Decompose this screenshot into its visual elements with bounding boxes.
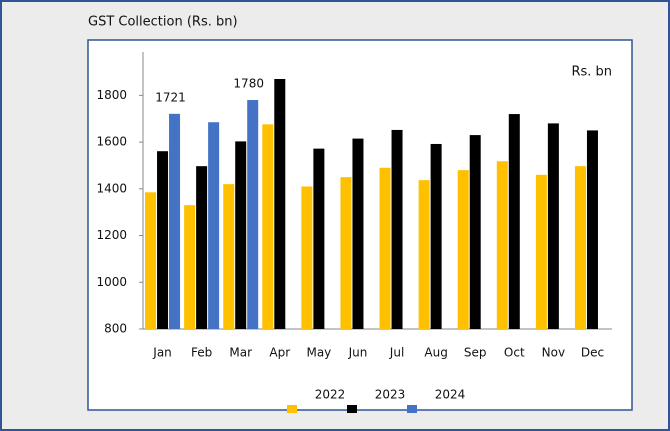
legend-label: 2022 — [315, 388, 346, 402]
bar — [496, 161, 508, 329]
bar — [235, 141, 247, 329]
unit-label: Rs. bn — [571, 65, 612, 80]
x-tick-label: Jan — [152, 346, 172, 360]
x-tick-label: Feb — [191, 346, 212, 360]
bar — [157, 151, 169, 329]
bar — [352, 138, 364, 329]
legend-label: 2024 — [435, 388, 466, 402]
x-tick-label: May — [306, 346, 331, 360]
legend-swatch — [287, 405, 297, 413]
y-tick-label: 800 — [104, 322, 127, 336]
x-tick-label: Jul — [389, 346, 404, 360]
bar — [145, 192, 157, 329]
x-tick-label: Sep — [464, 346, 487, 360]
bar — [301, 186, 313, 329]
bar — [262, 124, 274, 329]
y-tick-label: 1400 — [96, 181, 127, 195]
bar — [469, 135, 481, 329]
bar — [274, 79, 286, 329]
x-tick-label: Aug — [424, 346, 447, 360]
bar — [586, 130, 598, 329]
data-label: 1780 — [233, 77, 264, 91]
bar — [430, 143, 442, 329]
bar — [247, 100, 259, 329]
legend-label: 2023 — [375, 388, 406, 402]
bar — [535, 174, 547, 329]
bar — [313, 148, 325, 329]
bar — [508, 114, 520, 330]
bar — [196, 166, 208, 329]
x-tick-label: Mar — [229, 346, 252, 360]
x-tick-label: Oct — [504, 346, 525, 360]
x-tick-label: Jun — [348, 346, 368, 360]
bar — [223, 184, 235, 329]
y-tick-label: 1600 — [96, 135, 127, 149]
x-tick-label: Apr — [269, 346, 290, 360]
data-label: 1721 — [155, 90, 186, 104]
bar — [208, 122, 220, 330]
y-tick-label: 1800 — [96, 88, 127, 102]
bar — [169, 113, 181, 329]
chart-title: GST Collection (Rs. bn) — [88, 15, 238, 30]
x-tick-label: Nov — [542, 346, 565, 360]
bar — [379, 167, 391, 329]
bar — [391, 129, 403, 329]
bar — [418, 180, 430, 329]
x-tick-label: Dec — [581, 346, 604, 360]
bar — [457, 170, 469, 329]
bar — [574, 166, 586, 329]
bar — [184, 205, 196, 329]
y-tick-label: 1000 — [96, 275, 127, 289]
legend-swatch — [347, 405, 357, 413]
bar — [340, 177, 352, 329]
legend-swatch — [407, 405, 417, 413]
bar — [547, 123, 559, 330]
y-tick-label: 1200 — [96, 228, 127, 242]
